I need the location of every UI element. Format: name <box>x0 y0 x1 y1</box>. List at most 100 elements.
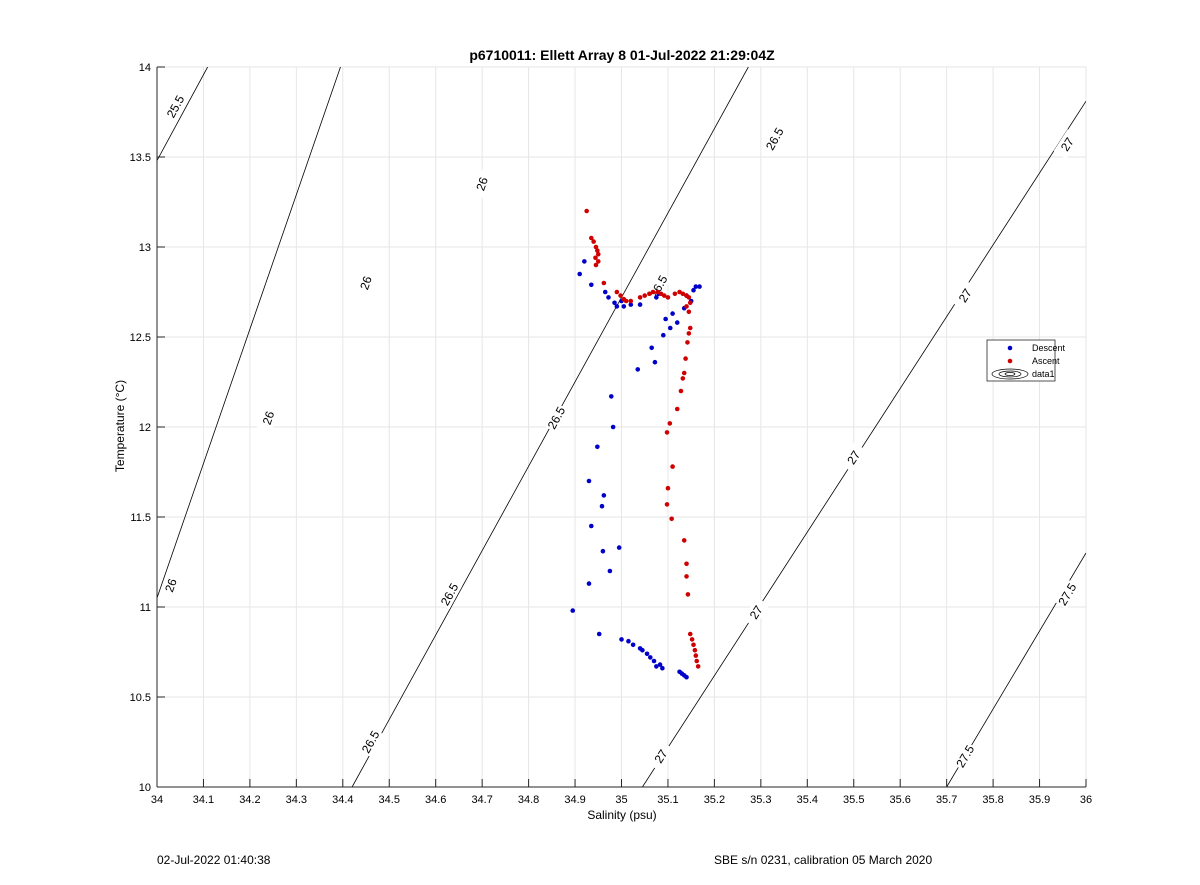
data-point-descent <box>614 304 620 309</box>
data-point-ascent <box>674 406 680 412</box>
data-point-ascent <box>667 421 673 426</box>
data-point-ascent <box>694 658 700 664</box>
contour-label-background <box>647 741 674 772</box>
x-tick-label: 35.3 <box>750 794 771 806</box>
data-point-ascent <box>684 574 689 579</box>
contour-label-background <box>543 402 569 433</box>
data-point-ascent <box>665 295 671 300</box>
legend-contour-marker <box>1004 372 1016 376</box>
x-tick-label: 34.5 <box>379 794 400 806</box>
x-tick-label: 34.6 <box>425 794 446 806</box>
data-point-ascent <box>692 647 698 653</box>
data-point-descent <box>644 651 650 657</box>
y-tick-label: 13 <box>139 242 151 254</box>
data-point-descent <box>610 424 616 430</box>
data-point-descent <box>589 282 594 288</box>
data-point-descent <box>660 665 665 671</box>
contour-label-background <box>436 579 463 610</box>
contour-label-background <box>256 403 280 433</box>
data-point-descent <box>635 367 641 372</box>
data-point-descent <box>651 658 657 664</box>
data-point-descent <box>637 302 643 307</box>
contour-label-background <box>354 268 377 298</box>
contour-label-background <box>357 726 384 757</box>
contour-label-background <box>470 169 494 199</box>
footer-calibration: SBE s/n 0231, calibration 05 March 2020 <box>714 853 933 867</box>
plot-area: 25.52626262626.526.526.526.526.527272727… <box>130 62 1093 806</box>
x-tick-label: 34.4 <box>332 794 353 806</box>
data-point-ascent <box>601 280 607 286</box>
data-point-ascent <box>691 642 696 648</box>
legend-label: data1 <box>1032 369 1055 379</box>
data-point-descent <box>619 637 624 642</box>
y-tick-label: 11.5 <box>130 512 151 524</box>
data-point-ascent <box>618 293 623 298</box>
data-point-descent <box>654 664 659 669</box>
data-point-ascent <box>672 291 678 297</box>
data-point-ascent <box>685 340 690 345</box>
data-point-ascent <box>684 304 689 309</box>
data-point-descent <box>586 581 592 586</box>
contour-label-group: 26 <box>159 570 182 600</box>
data-point-ascent <box>680 291 686 297</box>
data-point-descent <box>647 655 653 660</box>
contour-label-background <box>162 91 188 122</box>
data-point-descent <box>589 523 594 529</box>
data-point-descent <box>693 284 699 289</box>
data-point-descent <box>670 311 675 316</box>
data-point-descent <box>654 295 659 300</box>
x-tick-label: 34.3 <box>286 794 307 806</box>
legend-marker <box>1007 358 1013 364</box>
data-point-descent <box>596 631 602 637</box>
data-point-ascent <box>686 309 692 315</box>
data-point-ascent <box>591 239 596 244</box>
data-point-ascent <box>681 370 687 376</box>
contour-label-group: 27 <box>742 597 770 628</box>
contour-label: 26 <box>473 175 491 192</box>
data-point-ascent <box>684 561 689 567</box>
contour-label-background <box>951 741 978 772</box>
grid-lines <box>156 66 1087 788</box>
data-point-ascent <box>664 430 670 435</box>
data-point-ascent <box>584 208 589 214</box>
data-point-descent <box>652 359 658 365</box>
x-tick-label: 35.2 <box>704 794 725 806</box>
data-point-descent <box>667 325 673 331</box>
contour-label-background <box>951 280 979 311</box>
data-point-ascent <box>593 262 599 268</box>
data-point-descent <box>649 345 654 351</box>
legend: Descent Ascent data1 <box>986 339 1066 382</box>
legend-contour-marker <box>998 370 1022 378</box>
data-point-descent <box>621 304 627 309</box>
contour-label: 26 <box>260 409 278 426</box>
data-point-ascent <box>685 592 691 597</box>
data-point-ascent <box>623 298 629 304</box>
data-point-descent <box>586 478 592 484</box>
x-tick-label: 34.2 <box>239 794 260 806</box>
x-tick-label: 34 <box>151 794 163 806</box>
data-point-ascent <box>669 516 674 522</box>
data-point-ascent <box>628 298 634 304</box>
data-point-ascent <box>689 637 695 642</box>
data-point-ascent <box>683 356 688 361</box>
contour-label-background <box>159 570 182 600</box>
contour-label-group: 27 <box>951 280 979 311</box>
y-tick-label: 13.5 <box>130 152 151 164</box>
data-point-ascent <box>681 538 687 543</box>
data-point-descent <box>606 295 611 300</box>
contour-label-group: 26 <box>354 268 377 298</box>
data-point-descent <box>697 284 702 289</box>
axis-ticks: 34 34.1 34.2 34.3 34.4 34.5 34.6 34.7 34.8 34.9 35… <box>130 62 1093 806</box>
contour-label-background <box>1053 129 1081 160</box>
data-point-descent <box>599 503 605 509</box>
data-point-descent <box>577 271 582 277</box>
x-tick-label: 35.5 <box>843 794 864 806</box>
y-tick-label: 10 <box>139 782 151 794</box>
data-point-ascent <box>595 248 600 253</box>
data-point-descent <box>684 674 689 680</box>
contour-label-group: 27 <box>839 442 867 473</box>
x-tick-label: 35.6 <box>889 794 910 806</box>
x-tick-label: 34.7 <box>471 794 492 806</box>
data-point-ascent <box>642 293 648 298</box>
